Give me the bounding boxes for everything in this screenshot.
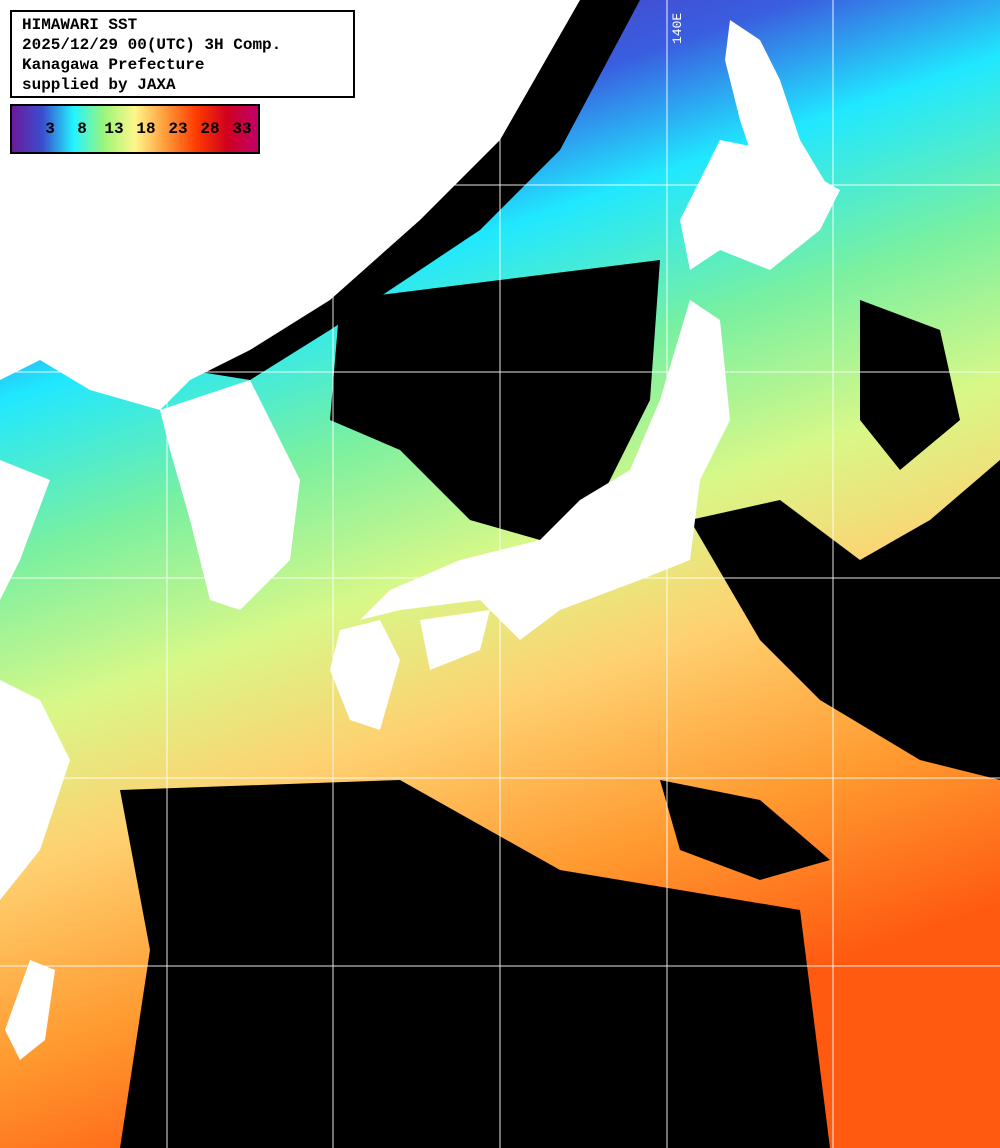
legend-tick: 13: [104, 120, 124, 138]
legend-tick: 28: [200, 120, 220, 138]
color-legend: 3 8 13 18 23 28 33: [10, 104, 260, 154]
legend-tick: 23: [168, 120, 188, 138]
region: Kanagawa Prefecture: [22, 56, 205, 74]
taiwan: [5, 960, 55, 1060]
latitude-label: 40N: [8, 353, 32, 368]
kyushu: [330, 620, 400, 730]
credit: supplied by JAXA: [22, 76, 176, 94]
legend-tick: 3: [45, 120, 55, 138]
shikoku: [420, 610, 490, 670]
china-coast: [0, 460, 50, 600]
honshu: [360, 300, 730, 640]
legend-tick: 18: [136, 120, 156, 138]
asian-continent: [0, 0, 580, 410]
title: HIMAWARI SST: [22, 16, 138, 34]
china-south: [0, 680, 70, 900]
korea: [160, 380, 300, 610]
hokkaido: [680, 140, 840, 270]
legend-tick: 33: [232, 120, 252, 138]
legend-tick: 8: [77, 120, 87, 138]
land: [0, 0, 840, 1060]
longitude-label: 140E: [670, 12, 685, 44]
datetime: 2025/12/29 00(UTC) 3H Comp.: [22, 36, 282, 54]
title-box: HIMAWARI SST 2025/12/29 00(UTC) 3H Comp.…: [10, 10, 355, 98]
